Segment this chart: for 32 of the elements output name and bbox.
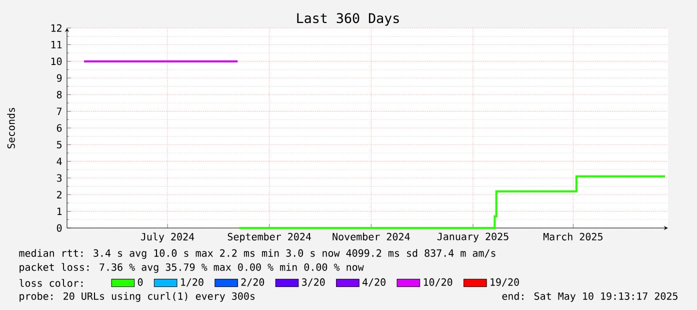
text: end: Sat May 10 19:13:17 2025: [502, 292, 678, 302]
text: packet loss: 7.36 % avg 35.79 % max 0.00 % min 0.00 % now: [20, 263, 364, 273]
y-tick-label: 11: [51, 41, 62, 48]
legend-label: 2/20: [241, 278, 264, 287]
y-tick-label: 6: [56, 124, 62, 132]
legend-title: loss color:: [20, 279, 83, 287]
legend-label: 3/20: [302, 278, 325, 287]
y-tick-label: 12: [51, 24, 62, 32]
y-tick-label: 0: [56, 224, 62, 232]
y-tick-label: 4: [56, 158, 62, 165]
legend-label: 10/20: [424, 278, 452, 287]
legend-label: 1/20: [181, 278, 204, 287]
y-tick-label: 7: [56, 108, 62, 115]
x-tick-label: July 2024: [140, 232, 194, 242]
x-tick-label: November 2024: [332, 232, 410, 240]
legend-label: 19/20: [490, 278, 519, 287]
y-tick-label: 8: [56, 90, 62, 98]
y-tick-label: 1: [57, 208, 62, 215]
y-tick-label: 5: [56, 140, 62, 148]
legend-label: 0: [138, 278, 143, 286]
x-tick-label: March 2025: [543, 232, 602, 240]
chart-title: Last 360 Days: [297, 13, 399, 26]
x-tick-label: September 2024: [228, 232, 311, 242]
y-tick-label: 9: [56, 74, 62, 82]
y-tick-label: 2: [57, 190, 62, 198]
x-tick-label: January 2025: [437, 232, 508, 242]
text: probe: 20 URLs using curl(1) every 300s: [20, 292, 254, 302]
y-axis-title: Seconds: [7, 108, 15, 148]
legend-label: 4/20: [362, 278, 386, 287]
y-tick-label: 10: [51, 58, 62, 66]
y-tick-label: 3: [56, 174, 62, 182]
text: median rtt: 3.4 s avg 10.0 s max 2.2 ms min 3.0 s now 4099.2 ms sd 837.4 m am/s: [19, 249, 496, 259]
